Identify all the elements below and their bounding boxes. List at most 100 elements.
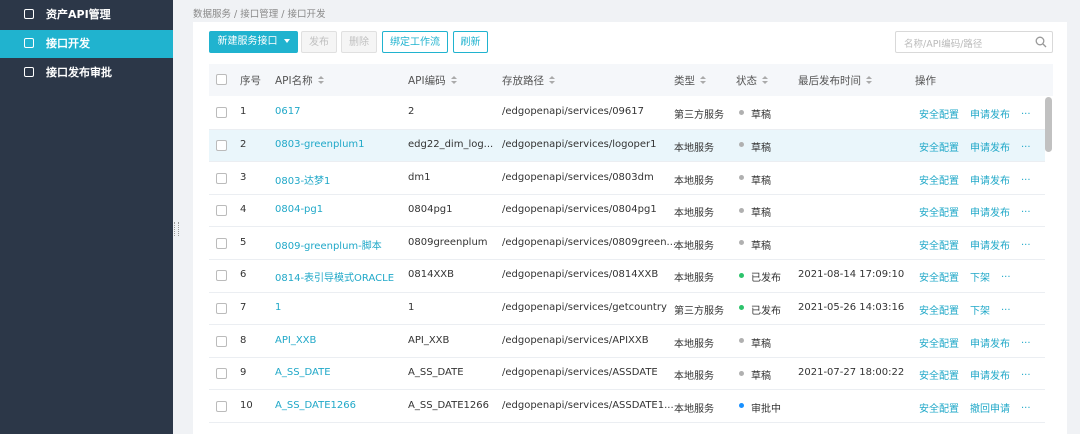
table-row[interactable] <box>209 162 1045 195</box>
checkbox[interactable] <box>216 368 227 380</box>
row-action[interactable]: ... <box>1021 399 1031 411</box>
api-name[interactable]: 1 <box>275 301 282 313</box>
breadcrumb: 数据服务 / 接口管理 / 接口开发 <box>193 9 326 20</box>
table-row[interactable] <box>209 357 1045 391</box>
row-action[interactable]: 安全配置 <box>919 338 959 350</box>
sort-icon[interactable] <box>866 76 872 79</box>
table-row[interactable] <box>209 325 1045 358</box>
row-action[interactable]: ... <box>1001 269 1011 281</box>
api-name[interactable]: A_SS_DATE <box>275 367 331 379</box>
row-action[interactable]: 安全配置 <box>919 273 959 285</box>
sort-icon[interactable] <box>549 76 555 79</box>
sidebar-label: 资产API管理 <box>46 8 111 21</box>
row-action[interactable]: 申请发布 <box>970 338 1010 350</box>
sort-icon[interactable] <box>762 81 768 84</box>
row-action[interactable]: 下架 <box>970 273 990 285</box>
resize-handle[interactable] <box>174 222 179 236</box>
api-name[interactable]: 0617 <box>275 106 301 118</box>
checkbox[interactable] <box>216 335 227 347</box>
api-name[interactable]: A_SS_DATE1266 <box>275 399 357 411</box>
sidebar-icon <box>24 38 34 48</box>
table-row[interactable] <box>209 260 1045 293</box>
search-icon[interactable] <box>1035 36 1047 48</box>
sort-icon[interactable] <box>700 81 706 84</box>
row-action[interactable]: 安全配置 <box>919 175 959 187</box>
row-action[interactable]: 申请发布 <box>970 240 1010 252</box>
sort-icon[interactable] <box>318 76 324 79</box>
row-number: 10 <box>240 399 253 411</box>
table-row[interactable] <box>209 227 1045 260</box>
row-action[interactable]: ... <box>1021 204 1031 216</box>
row-action[interactable]: 安全配置 <box>919 305 959 317</box>
toolbar-button[interactable]: 新建服务接口 <box>209 31 298 53</box>
row-action[interactable]: 撤回申请 <box>970 403 1010 415</box>
api-path: /edgopenapi/services/0804pg1 <box>502 204 657 216</box>
row-action[interactable]: 安全配置 <box>919 371 959 383</box>
publish-time: 2021-08-14 17:09:10 <box>798 269 905 281</box>
sort-icon[interactable] <box>451 81 457 84</box>
checkbox[interactable] <box>216 172 227 184</box>
table-row[interactable] <box>209 129 1045 163</box>
table-row[interactable] <box>209 97 1045 130</box>
checkbox[interactable] <box>216 139 227 151</box>
api-name[interactable]: API_XXB <box>275 334 317 346</box>
api-name[interactable]: 0814-表引导模式ORACLE <box>275 273 395 285</box>
checkbox[interactable] <box>216 205 227 217</box>
checkbox[interactable] <box>216 74 227 85</box>
api-name[interactable]: 0804-pg1 <box>275 204 324 216</box>
button-label: 绑定工作流 <box>390 37 440 48</box>
table-row[interactable] <box>209 194 1045 228</box>
checkbox[interactable] <box>216 107 227 119</box>
api-name[interactable]: 0803-达梦1 <box>275 175 331 187</box>
checkbox[interactable] <box>216 400 227 412</box>
table-row[interactable] <box>209 292 1045 326</box>
row-action[interactable]: 安全配置 <box>919 110 959 122</box>
sort-icon[interactable] <box>866 81 872 84</box>
status: 草稿 <box>751 371 771 383</box>
toolbar-button[interactable]: 绑定工作流 <box>382 31 448 53</box>
row-action[interactable]: ... <box>1021 367 1031 379</box>
row-action[interactable]: 安全配置 <box>919 208 959 220</box>
sort-icon[interactable] <box>451 76 457 79</box>
row-action[interactable]: 安全配置 <box>919 403 959 415</box>
checkbox[interactable] <box>216 270 227 282</box>
sort-icon[interactable] <box>762 76 768 79</box>
status: 已发布 <box>751 273 781 285</box>
sort-icon[interactable] <box>700 76 706 79</box>
api-code: edg22_dim_log... <box>408 138 494 150</box>
row-action[interactable]: ... <box>1001 301 1011 313</box>
sidebar-item[interactable]: 接口发布审批 <box>0 59 173 87</box>
api-name[interactable]: 0803-greenplum1 <box>275 138 365 150</box>
row-action[interactable]: 申请发布 <box>970 110 1010 122</box>
row-action[interactable]: ... <box>1021 236 1031 248</box>
checkbox[interactable] <box>216 302 227 314</box>
row-action[interactable]: ... <box>1021 171 1031 183</box>
api-type: 第三方服务 <box>674 305 724 317</box>
row-action[interactable]: 下架 <box>970 305 990 317</box>
row-action[interactable]: 申请发布 <box>970 371 1010 383</box>
dropdown-caret <box>283 39 290 43</box>
row-action[interactable]: 申请发布 <box>970 175 1010 187</box>
row-action[interactable]: ... <box>1021 106 1031 118</box>
status-dot <box>739 109 744 115</box>
sort-icon[interactable] <box>549 81 555 84</box>
sidebar-item[interactable]: 接口开发 <box>0 30 173 58</box>
sidebar-item[interactable]: 资产API管理 <box>0 1 173 29</box>
column-header: 存放路径 <box>502 75 544 87</box>
row-action[interactable]: 申请发布 <box>970 142 1010 154</box>
checkbox[interactable] <box>216 237 227 249</box>
api-type: 本地服务 <box>674 338 714 350</box>
row-action[interactable]: ... <box>1021 138 1031 150</box>
table-row[interactable] <box>209 390 1045 423</box>
toolbar-button[interactable]: 刷新 <box>453 31 488 53</box>
row-action[interactable]: 申请发布 <box>970 208 1010 220</box>
search-box[interactable]: 名称/API编码/路径 <box>895 31 1053 53</box>
row-action[interactable]: ... <box>1021 334 1031 346</box>
api-name[interactable]: 0809-greenplum-脚本 <box>275 240 382 252</box>
publish-time: 2021-05-26 14:03:16 <box>798 301 905 313</box>
row-action[interactable]: 安全配置 <box>919 142 959 154</box>
row-action[interactable]: 安全配置 <box>919 240 959 252</box>
sort-icon[interactable] <box>318 81 324 84</box>
scrollbar[interactable] <box>1045 97 1052 152</box>
status: 草稿 <box>751 175 771 187</box>
